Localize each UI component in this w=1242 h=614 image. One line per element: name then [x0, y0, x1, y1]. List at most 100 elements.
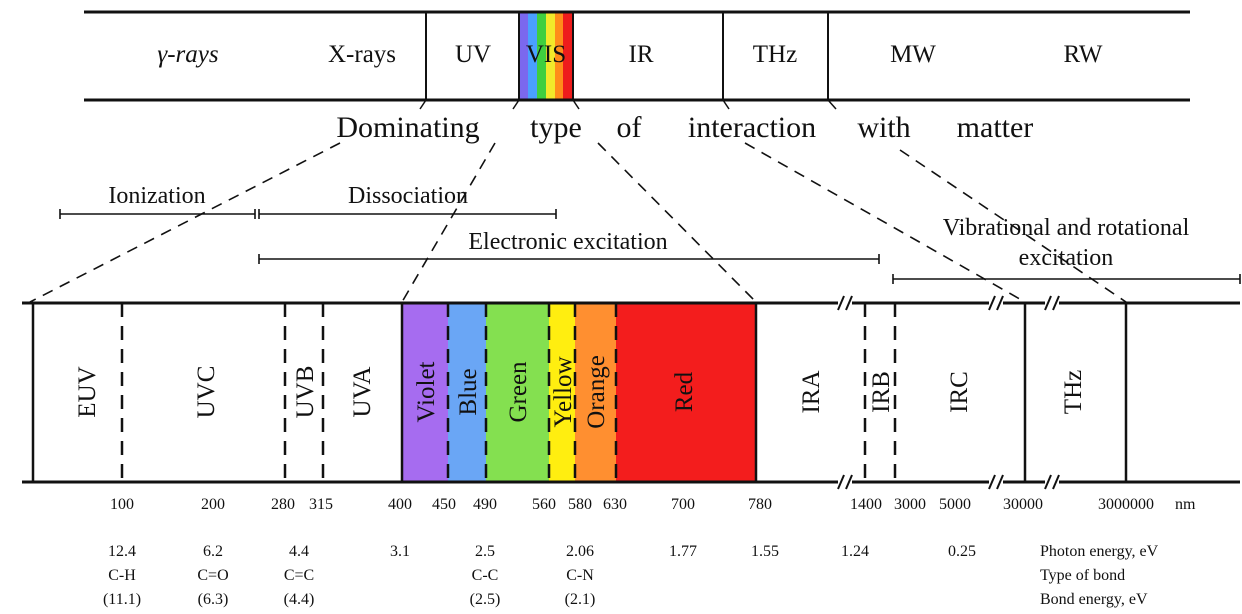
bond-type-value: C-H — [108, 567, 136, 584]
bond-type-row: C-H C=O C=C C-C C-N Type of bond — [108, 567, 1125, 584]
electronic-excitation-range — [258, 254, 880, 264]
photon-energy-value: 0.25 — [948, 543, 976, 560]
projection-lines — [29, 142, 1127, 303]
photon-energy-row-label: Photon energy, eV — [1040, 543, 1159, 560]
wavelength-label: 3000 — [894, 496, 926, 513]
band-label-irb: IRB — [868, 371, 895, 413]
electronic-excitation-label: Electronic excitation — [468, 229, 667, 255]
wavelength-label: 30000 — [1003, 496, 1043, 513]
photon-energy-value: 1.55 — [751, 543, 779, 560]
photon-energy-value: 4.4 — [289, 543, 309, 560]
band-label-euv: EUV — [74, 366, 101, 417]
band-label-uva: UVA — [349, 367, 376, 418]
photon-energy-value: 2.06 — [566, 543, 594, 560]
bond-type-value: C-N — [566, 567, 594, 584]
wavelength-label: 630 — [603, 496, 627, 513]
region-ir: IR — [629, 41, 654, 68]
caption-word: Dominating — [336, 111, 479, 144]
bond-energy-value: (2.5) — [470, 591, 501, 608]
wavelength-label: 200 — [201, 496, 225, 513]
vis-stripe-orange — [555, 12, 563, 100]
band-label-red: Red — [671, 371, 698, 412]
axis-break-icon — [1044, 474, 1060, 490]
wavelength-label: 280 — [271, 496, 295, 513]
vibrational-label-line2: excitation — [1019, 245, 1114, 271]
region-uv: UV — [455, 41, 491, 68]
photon-energy-value: 6.2 — [203, 543, 223, 560]
wavelength-label: 3000000 — [1098, 496, 1154, 513]
band-label-blue: Blue — [455, 368, 482, 415]
color-block-yellow — [549, 303, 575, 482]
vis-stripe-yellow — [546, 12, 555, 100]
photon-energy-value: 1.24 — [841, 543, 869, 560]
photon-energy-value: 2.5 — [475, 543, 495, 560]
caption-word: type — [530, 111, 582, 144]
bond-energy-value: (11.1) — [103, 591, 141, 608]
vis-stripe-violet — [519, 12, 528, 100]
bond-energy-row: (11.1) (6.3) (4.4) (2.5) (2.1) Bond ener… — [103, 591, 1148, 608]
region-thz: THz — [753, 41, 797, 68]
ionization-label: Ionization — [108, 183, 205, 209]
band-label-orange: Orange — [583, 355, 610, 429]
bond-type-value: C=O — [197, 567, 228, 584]
caption-word: interaction — [688, 111, 816, 144]
ionization-range — [59, 209, 256, 219]
wavelength-label: 100 — [110, 496, 134, 513]
band-label-uvc: UVC — [193, 366, 220, 419]
band-label-irc: IRC — [946, 371, 973, 413]
band-label-thz: THz — [1060, 370, 1087, 414]
wavelength-label: 560 — [532, 496, 556, 513]
vis-stripe-red — [563, 12, 573, 100]
axis-break-icon — [1044, 295, 1060, 311]
photon-energy-row: 12.4 6.2 4.4 3.1 2.5 2.06 1.77 1.55 1.24… — [108, 543, 1159, 560]
axis-break-icon — [837, 474, 853, 490]
interaction-ranges: Ionization Dissociation Electronic excit… — [59, 183, 1241, 284]
caption-word: of — [617, 111, 642, 144]
caption-word: matter — [957, 111, 1034, 144]
region-rw: RW — [1064, 41, 1103, 68]
color-block-violet — [402, 303, 448, 482]
bond-energy-value: (4.4) — [284, 591, 315, 608]
bottom-solid-dividers — [31, 303, 1128, 482]
band-label-violet: Violet — [413, 361, 440, 422]
region-vis: VIS — [526, 41, 566, 68]
region-mw: MW — [890, 41, 936, 68]
wavelength-label: 700 — [671, 496, 695, 513]
color-block-blue — [448, 303, 486, 482]
bond-energy-value: (6.3) — [198, 591, 229, 608]
band-label-yellow: Yellow — [550, 356, 577, 427]
wavelength-labels: 100 200 280 315 400 450 490 560 580 630 … — [110, 496, 1196, 513]
wavelength-label: 5000 — [939, 496, 971, 513]
wavelength-label: 580 — [568, 496, 592, 513]
top-band-connectors — [419, 99, 837, 110]
dissociation-label: Dissociation — [348, 183, 468, 209]
axis-break-icon — [988, 295, 1004, 311]
vibrational-label-line1: Vibrational and rotational — [943, 215, 1190, 241]
bottom-dashed-dividers — [120, 303, 897, 482]
band-label-green: Green — [505, 361, 532, 423]
color-block-orange — [575, 303, 616, 482]
bond-type-row-label: Type of bond — [1040, 567, 1125, 584]
bond-energy-row-label: Bond energy, eV — [1040, 591, 1148, 608]
region-x-rays: X-rays — [328, 41, 396, 68]
bottom-band: EUV UVC UVB UVA Violet Blue Green Yellow… — [22, 295, 1240, 490]
wavelength-label: 780 — [748, 496, 772, 513]
wavelength-label: 400 — [388, 496, 412, 513]
caption-word: with — [857, 111, 910, 144]
axis-break-icon — [988, 474, 1004, 490]
band-label-ira: IRA — [798, 370, 825, 413]
photon-energy-value: 12.4 — [108, 543, 136, 560]
wavelength-unit: nm — [1175, 496, 1196, 513]
dissociation-range — [258, 209, 557, 219]
color-block-red — [616, 303, 756, 482]
band-label-uvb: UVB — [292, 366, 319, 419]
vis-stripe-blue — [528, 12, 537, 100]
wavelength-label: 450 — [432, 496, 456, 513]
photon-energy-value: 1.77 — [669, 543, 697, 560]
bond-energy-value: (2.1) — [565, 591, 596, 608]
axis-break-icon — [837, 295, 853, 311]
wavelength-label: 315 — [309, 496, 333, 513]
bond-type-value: C-C — [472, 567, 499, 584]
vibrational-range — [892, 274, 1241, 284]
